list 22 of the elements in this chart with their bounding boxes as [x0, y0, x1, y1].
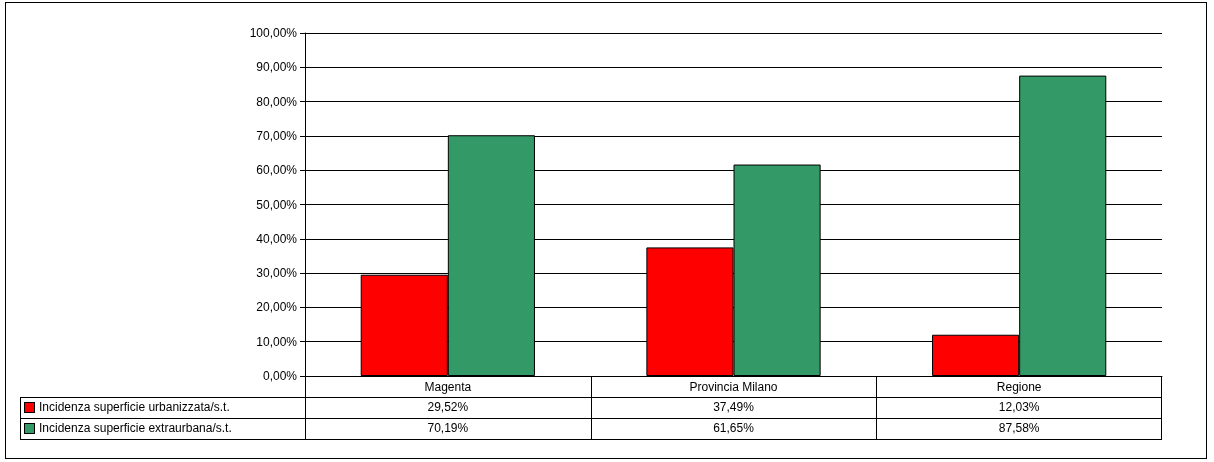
data-label: 37,49%: [712, 399, 755, 416]
data-label: 29,52%: [426, 399, 470, 416]
y-tick-label: 50,00%: [256, 197, 298, 212]
legend-label: Incidenza superficie extraurbana/s.t.: [39, 420, 232, 437]
data-label: 87,58%: [997, 420, 1041, 437]
data-label: 61,65%: [712, 420, 755, 437]
legend-label: Incidenza superficie urbanizzata/s.t.: [39, 399, 230, 416]
x-tick-label: Regione: [996, 380, 1042, 394]
y-tick-label: 100,00%: [249, 26, 298, 40]
y-tick-label: 70,00%: [256, 128, 298, 143]
y-tick-label: 90,00%: [256, 60, 298, 75]
y-tick-label: 30,00%: [256, 266, 298, 281]
y-tick-label: 40,00%: [256, 231, 298, 246]
y-tick-label: 60,00%: [256, 163, 298, 178]
data-label: 70,19%: [426, 420, 470, 437]
x-tick-label: Provincia Milano: [689, 380, 778, 394]
y-tick-label: 20,00%: [256, 300, 298, 315]
y-tick-label: 80,00%: [256, 94, 298, 109]
y-tick-label: 0,00%: [262, 369, 298, 383]
x-tick-label: Magenta: [424, 380, 472, 394]
data-label: 12,03%: [997, 399, 1041, 416]
y-tick-label: 10,00%: [256, 334, 298, 349]
